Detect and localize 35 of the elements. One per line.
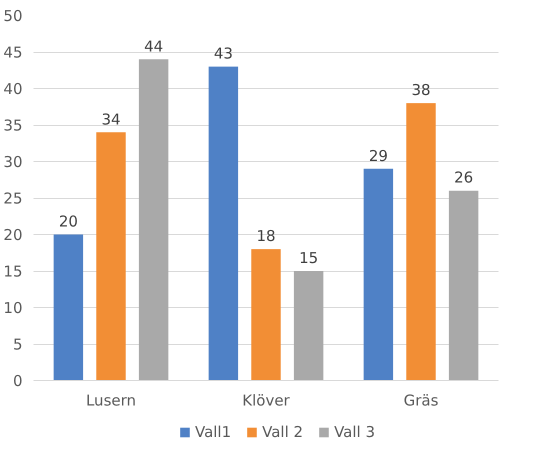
legend-label: Vall 3 [334,423,376,441]
y-tick-label: 40 [3,80,23,98]
x-tick-label: Gräs [404,392,439,410]
data-label: 29 [368,146,388,165]
bar [54,234,84,380]
data-label: 38 [411,81,431,100]
bar [294,271,324,380]
bar [138,59,168,380]
data-label: 20 [58,212,78,230]
data-label: 43 [214,44,233,63]
y-tick-label: 10 [3,299,23,317]
y-tick-label: 45 [3,44,23,62]
y-tick-label: 20 [3,226,23,244]
y-tick-label: 5 [12,336,23,354]
bar [364,168,394,380]
y-tick-label: 35 [3,116,23,134]
data-label: 34 [101,110,121,128]
bar [448,190,478,380]
legend-label: Vall1 [194,423,232,441]
x-tick-label: Klöver [242,392,291,410]
legend-label: Vall 2 [262,423,304,441]
y-tick-label: 15 [3,262,23,280]
data-label: 26 [454,168,474,187]
bar [251,249,281,380]
bar [208,66,238,380]
data-label: 18 [256,227,276,246]
y-tick-label: 30 [3,153,23,171]
y-tick-label: 25 [3,190,23,208]
x-tick-label: Lusern [86,392,136,410]
y-tick-label: 50 [3,7,23,25]
bar [96,132,126,380]
y-tick-label: 0 [12,372,23,390]
data-label: 15 [299,249,318,267]
bar [406,103,436,380]
data-label: 44 [144,37,164,56]
